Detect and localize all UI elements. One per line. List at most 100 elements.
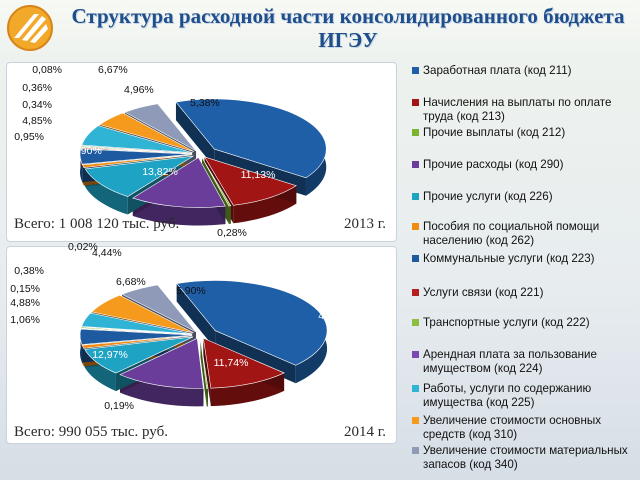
legend-swatch	[412, 319, 419, 326]
legend-item: Транспортные услуги (код 222)	[412, 316, 636, 330]
pie-slice	[119, 337, 204, 389]
slice-value-label: 4,96%	[124, 84, 154, 96]
total-2013: Всего: 1 008 120 тыс. руб.	[14, 216, 180, 232]
legend-swatch	[412, 447, 419, 454]
pie-slice-wall	[175, 102, 215, 168]
slice-value-label: 11,13%	[241, 169, 276, 181]
slice-value-label: 42,75%	[318, 310, 354, 322]
legend-item: Прочие выплаты (код 212)	[412, 126, 636, 140]
slice-value-label: 6,67%	[98, 64, 128, 76]
slice-value-label: 12,97%	[92, 349, 128, 361]
pie-slice	[121, 284, 197, 333]
pie-slice	[124, 103, 197, 152]
slice-value-label: 1,06%	[10, 314, 40, 326]
legend-swatch	[412, 385, 419, 392]
pie-slice	[80, 145, 193, 154]
slice-value-label: 0,19%	[104, 400, 134, 412]
pie-slice	[203, 156, 297, 206]
legend-label: Услуги связи (код 221)	[423, 286, 544, 299]
pie-slice	[176, 280, 328, 366]
slice-value-label: 0,36%	[22, 82, 52, 94]
slice-value-label: 40,30%	[338, 119, 374, 131]
legend-item: Увеличение стоимости основных средств (к…	[412, 414, 636, 442]
slice-value-label: 10,90%	[66, 145, 102, 157]
slice-value-label: 0,38%	[14, 265, 44, 277]
slice-value-label: 0,95%	[14, 131, 44, 143]
legend-label: Коммунальные услуги (код 223)	[423, 252, 595, 265]
university-logo-icon	[7, 5, 53, 51]
pie-slice	[84, 155, 194, 197]
pie-chart-2013: 40,30% 11,13% 0,28% 13,82% 10,90% 0,95% 4,85% 0…	[14, 64, 374, 239]
legend-item: Коммунальные услуги (код 223)	[412, 252, 636, 266]
legend-swatch	[412, 255, 419, 262]
pie-slice	[84, 336, 194, 374]
legend-swatch	[412, 67, 419, 74]
legend-label: Работы, услуги по содержанию имущества (…	[423, 382, 592, 409]
pie-slice-wall	[176, 283, 216, 349]
pie-slice-wall	[203, 338, 211, 407]
legend-swatch	[412, 161, 419, 168]
slice-value-label: 0,08%	[32, 64, 62, 76]
legend-label: Арендная плата за пользование имуществом…	[423, 348, 597, 375]
legend-item: Арендная плата за пользование имуществом…	[412, 348, 636, 376]
pie-slice	[132, 157, 226, 208]
total-2014: Всего: 990 055 тыс. руб.	[14, 424, 168, 440]
legend-item: Услуги связи (код 221)	[412, 286, 636, 300]
legend-item: Увеличение стоимости материальных запасо…	[412, 444, 636, 472]
legend-label: Пособия по социальной помощи населению (…	[423, 220, 600, 247]
slice-value-label: 0,34%	[22, 99, 52, 111]
pie-slice	[175, 98, 327, 179]
legend-label: Прочие расходы (код 290)	[423, 158, 564, 171]
slice-value-label: 4,44%	[92, 247, 122, 259]
legend-item: Прочие услуги (код 226)	[412, 190, 636, 204]
pie-slice	[203, 337, 285, 389]
pie-slice	[200, 338, 209, 389]
pie-slice	[80, 326, 193, 335]
slice-value-label: 5,38%	[190, 97, 220, 109]
year-2014: 2014 г.	[344, 424, 386, 440]
pie-slice	[79, 328, 193, 345]
legend-swatch	[412, 223, 419, 230]
legend-label: Увеличение стоимости основных средств (к…	[423, 414, 601, 441]
legend-swatch	[412, 417, 419, 424]
legend-label: Прочие выплаты (код 212)	[423, 126, 566, 139]
legend-label: Заработная плата (код 211)	[423, 64, 572, 77]
pie-slice-wall	[200, 338, 207, 407]
pie-slice	[91, 294, 194, 334]
pie-chart-2014: 42,75% 11,74% 0,19% 12,97% 8,84% 1,06% 4,88% 0,…	[10, 241, 354, 412]
legend-label: Прочие услуги (код 226)	[423, 190, 553, 203]
legend-swatch	[412, 193, 419, 200]
slice-value-label: 6,68%	[116, 276, 146, 288]
slice-value-label: 0,02%	[68, 241, 98, 253]
legend-item: Прочие расходы (код 290)	[412, 158, 636, 172]
slice-value-label: 5,90%	[176, 285, 206, 297]
year-2013: 2013 г.	[344, 216, 386, 232]
legend-swatch	[412, 99, 419, 106]
slice-value-label: 0,28%	[217, 227, 247, 239]
legend-label: Увеличение стоимости материальных запасо…	[423, 444, 628, 471]
slice-value-label: 13,82%	[142, 166, 178, 178]
pie-slice	[82, 154, 193, 169]
slice-value-label: 8,84%	[51, 329, 81, 341]
pie-slice	[99, 112, 195, 152]
legend-item: Заработная плата (код 211)	[412, 64, 636, 78]
pie-slice-side	[132, 198, 226, 226]
legend-swatch	[412, 351, 419, 358]
slide-title: Структура расходной части консолидирован…	[71, 4, 625, 52]
legend-swatch	[412, 289, 419, 296]
pie-slice-side	[85, 168, 128, 215]
legend-label: Транспортные услуги (код 222)	[423, 316, 590, 329]
legend-label: Начисления на выплаты по оплате труда (к…	[423, 96, 612, 123]
legend-swatch	[412, 129, 419, 136]
slice-value-label: 4,88%	[10, 297, 40, 309]
slice-value-label: 4,85%	[22, 115, 52, 127]
legend-item: Пособия по социальной помощи населению (…	[412, 220, 636, 248]
pie-slice	[79, 148, 193, 165]
slice-value-label: 11,74%	[214, 357, 249, 369]
pie-slice	[201, 157, 232, 207]
slice-value-label: 0,15%	[10, 283, 40, 295]
pie-slice	[81, 312, 193, 335]
legend-item: Начисления на выплаты по оплате труда (к…	[412, 96, 636, 124]
pie-slice	[81, 335, 193, 349]
